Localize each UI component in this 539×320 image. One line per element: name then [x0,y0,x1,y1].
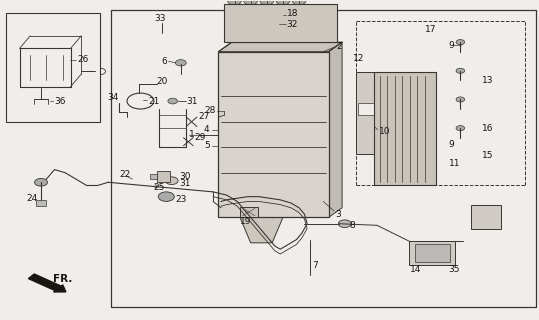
Text: 33: 33 [154,14,165,23]
Text: 26: 26 [78,55,89,64]
Text: 2: 2 [337,42,342,52]
Text: 30: 30 [179,172,191,181]
Text: 14: 14 [410,265,421,275]
Text: 8: 8 [349,221,355,230]
Text: 16: 16 [482,124,493,132]
Bar [356,72,382,154]
Bar [218,52,329,217]
Bar [414,244,450,262]
Bar [409,241,455,265]
Bar [150,174,157,179]
Text: 32: 32 [287,20,298,29]
Polygon shape [218,42,342,52]
Text: 1: 1 [189,130,195,139]
Text: 23: 23 [175,195,187,204]
Text: 19: 19 [240,217,251,226]
Circle shape [158,192,174,201]
Circle shape [456,40,465,45]
Text: 24: 24 [26,194,37,203]
Text: 7: 7 [313,261,318,270]
Text: 27: 27 [198,113,210,122]
Bar [224,4,337,42]
Text: 18: 18 [287,9,298,18]
Polygon shape [240,217,283,243]
Text: 13: 13 [482,76,493,85]
Text: 17: 17 [425,25,437,34]
Text: FR.: FR. [53,275,72,284]
Bar [471,204,501,228]
Circle shape [175,60,186,66]
Text: 15: 15 [482,151,493,160]
Text: 20: 20 [157,77,168,86]
Circle shape [272,21,280,26]
Circle shape [34,179,47,186]
Text: 6: 6 [161,57,167,66]
Text: 21: 21 [148,97,160,106]
Text: 10: 10 [378,127,390,136]
Text: 35: 35 [448,265,459,275]
Text: 9: 9 [448,140,454,148]
Text: 28: 28 [204,106,215,115]
Text: 34: 34 [107,93,119,102]
Bar [374,72,436,186]
Circle shape [256,7,283,23]
Text: 36: 36 [54,97,66,106]
Bar [6,13,100,122]
Text: 25: 25 [154,183,165,192]
Circle shape [244,0,258,5]
Circle shape [227,0,241,5]
Text: 9: 9 [448,41,454,50]
Bar [240,207,258,217]
Circle shape [338,220,351,228]
Text: 3: 3 [335,210,341,219]
Bar [36,200,46,206]
Text: 12: 12 [353,53,364,62]
Circle shape [456,68,465,73]
Text: 29: 29 [195,133,206,142]
Text: 11: 11 [448,159,460,168]
Bar [358,103,374,116]
Text: 31: 31 [179,179,191,188]
Text: 31: 31 [186,97,198,106]
Circle shape [456,97,465,102]
Bar [157,171,170,182]
Circle shape [260,0,274,5]
Circle shape [292,0,306,5]
Circle shape [168,98,177,104]
Text: 4: 4 [204,125,210,134]
Text: 5: 5 [204,141,210,150]
Polygon shape [329,42,342,217]
Circle shape [165,177,178,185]
Circle shape [95,68,106,75]
Circle shape [456,125,465,131]
Circle shape [276,0,290,5]
FancyArrow shape [29,274,66,292]
Text: 22: 22 [119,170,130,179]
